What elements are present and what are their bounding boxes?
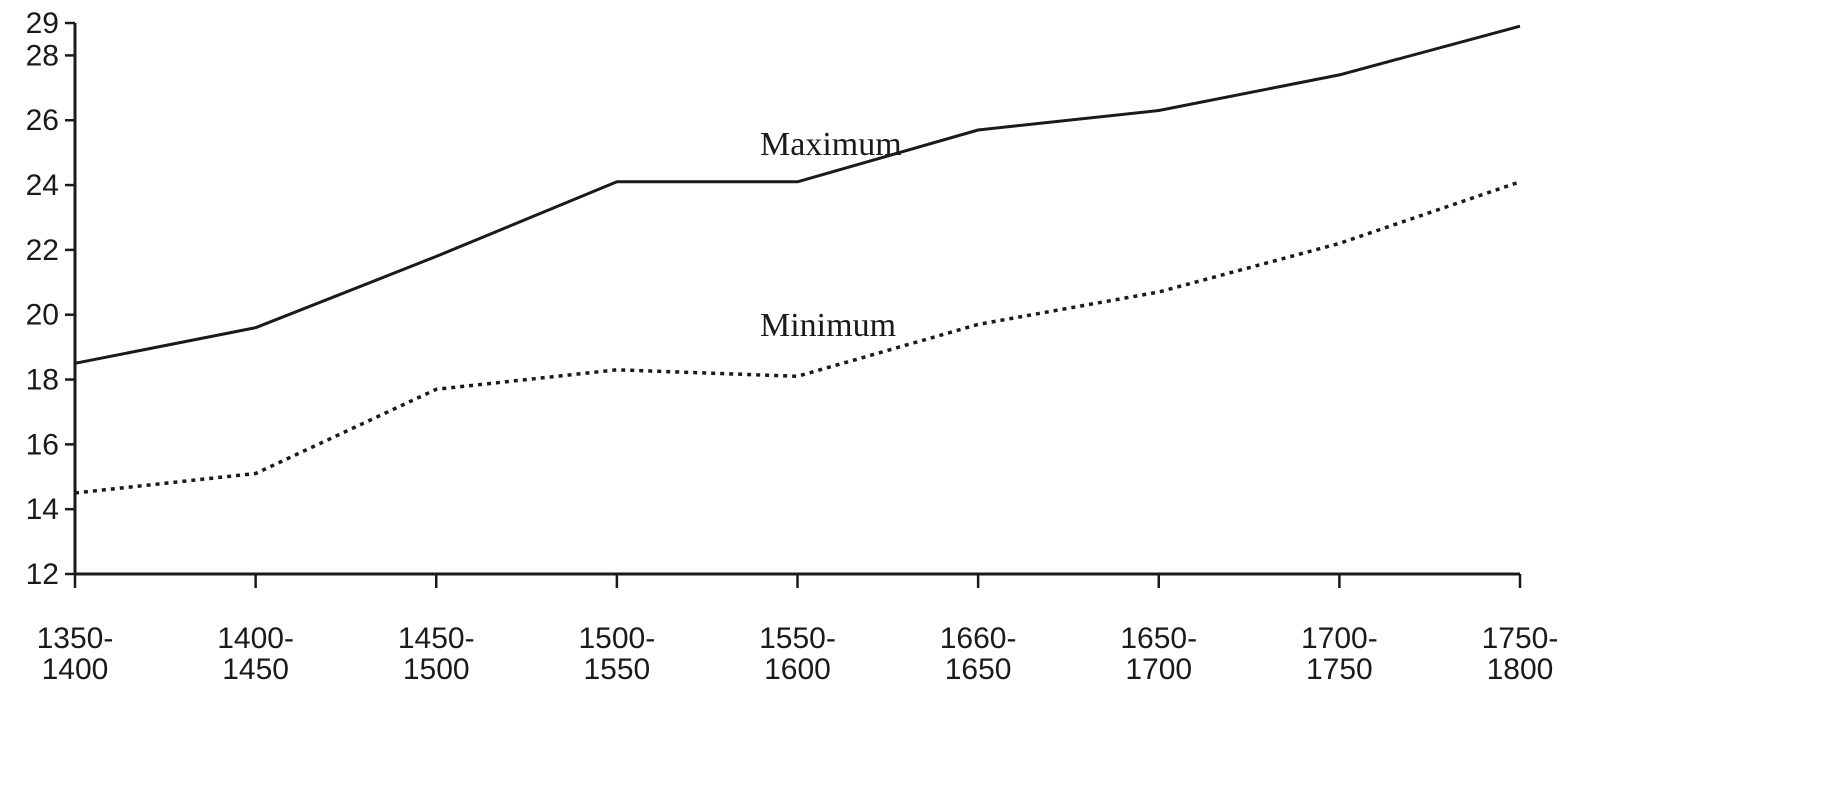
series-label-maximum: Maximum [760,126,902,163]
x-axis-ticks: 1350-1400 1400-1450 1450-1500 1500-1550 1550… [37,574,1559,686]
x-tick-label: 1700-1750 [1301,622,1378,686]
chart-axes [73,23,1520,576]
x-tick-label: 1650-1700 [1120,622,1197,686]
x-tick-label: 1660-1650 [940,622,1017,686]
x-tick-label: 1750-1800 [1482,622,1559,686]
x-tick-label: 1550-1600 [759,622,836,686]
y-tick-label: 16 [26,428,59,461]
series-line-maximum [74,24,1521,365]
series-label-minimum: Minimum [760,307,896,344]
x-tick-label: 1500-1550 [579,622,656,686]
x-tick-label: 1350-1400 [37,622,114,686]
x-tick-label: 1450-1500 [398,622,475,686]
y-tick-label: 18 [26,364,59,397]
chart-series [74,24,1521,495]
y-tick-label: 22 [26,234,59,267]
y-tick-label: 12 [26,558,59,591]
y-tick-label: 24 [26,169,59,202]
x-tick-label: 1400-1450 [217,622,294,686]
y-tick-label: 26 [26,104,59,137]
y-tick-label: 20 [26,299,59,332]
y-tick-label: 28 [26,39,59,72]
series-labels: Maximum Minimum [760,126,902,344]
y-tick-label: 14 [26,493,59,526]
y-tick-label: 29 [26,7,59,40]
